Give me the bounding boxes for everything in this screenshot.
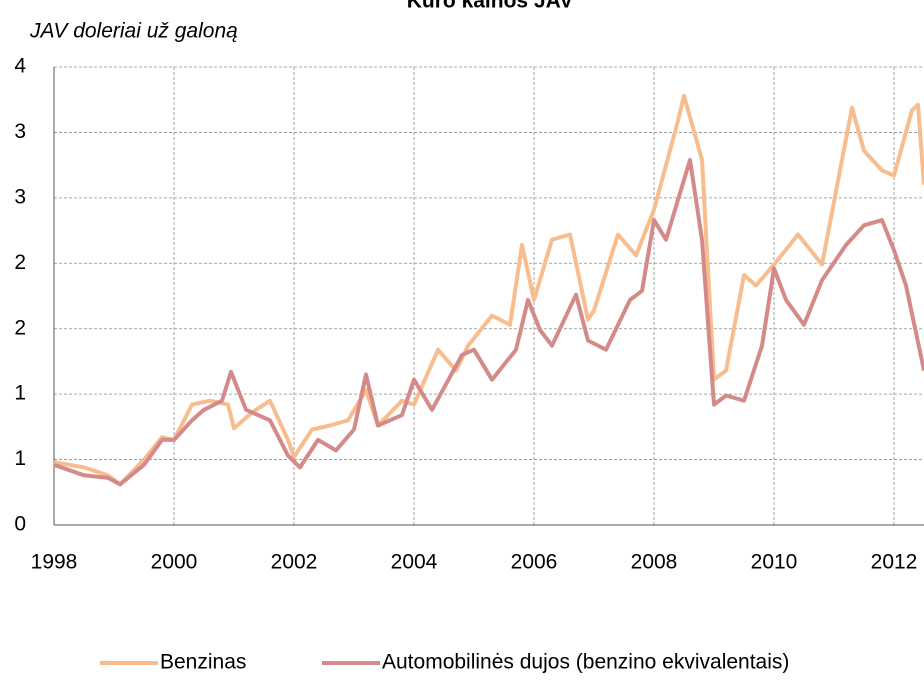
y-tick-label: 4	[14, 55, 26, 78]
line-series	[53, 93, 924, 487]
legend-label: Benzinas	[160, 651, 246, 674]
y-axis-label: JAV doleriai už galoną	[29, 20, 238, 43]
x-tick-label: 1998	[31, 551, 78, 574]
x-tick-label: 2010	[751, 551, 798, 574]
y-tick-label: 3	[14, 185, 26, 208]
x-tick-label: 2002	[271, 551, 318, 574]
y-tick-label: 3	[14, 120, 26, 143]
x-tick-label: 2008	[631, 551, 678, 574]
x-tick-label: 2006	[511, 551, 558, 574]
x-tick-label: 2012	[871, 551, 918, 574]
y-tick-label: 0	[14, 513, 26, 536]
legend-label: Automobilinės dujos (benzino ekvivalenta…	[382, 651, 789, 674]
chart-title: Kuro kainos JAV	[407, 0, 573, 13]
x-tick-label: 2004	[391, 551, 438, 574]
y-tick-label: 1	[14, 447, 26, 470]
y-tick-label: 1	[14, 382, 26, 405]
line-series	[53, 157, 924, 487]
y-tick-label: 2	[14, 316, 26, 339]
y-tick-label: 2	[14, 251, 26, 274]
x-tick-label: 2000	[151, 551, 198, 574]
